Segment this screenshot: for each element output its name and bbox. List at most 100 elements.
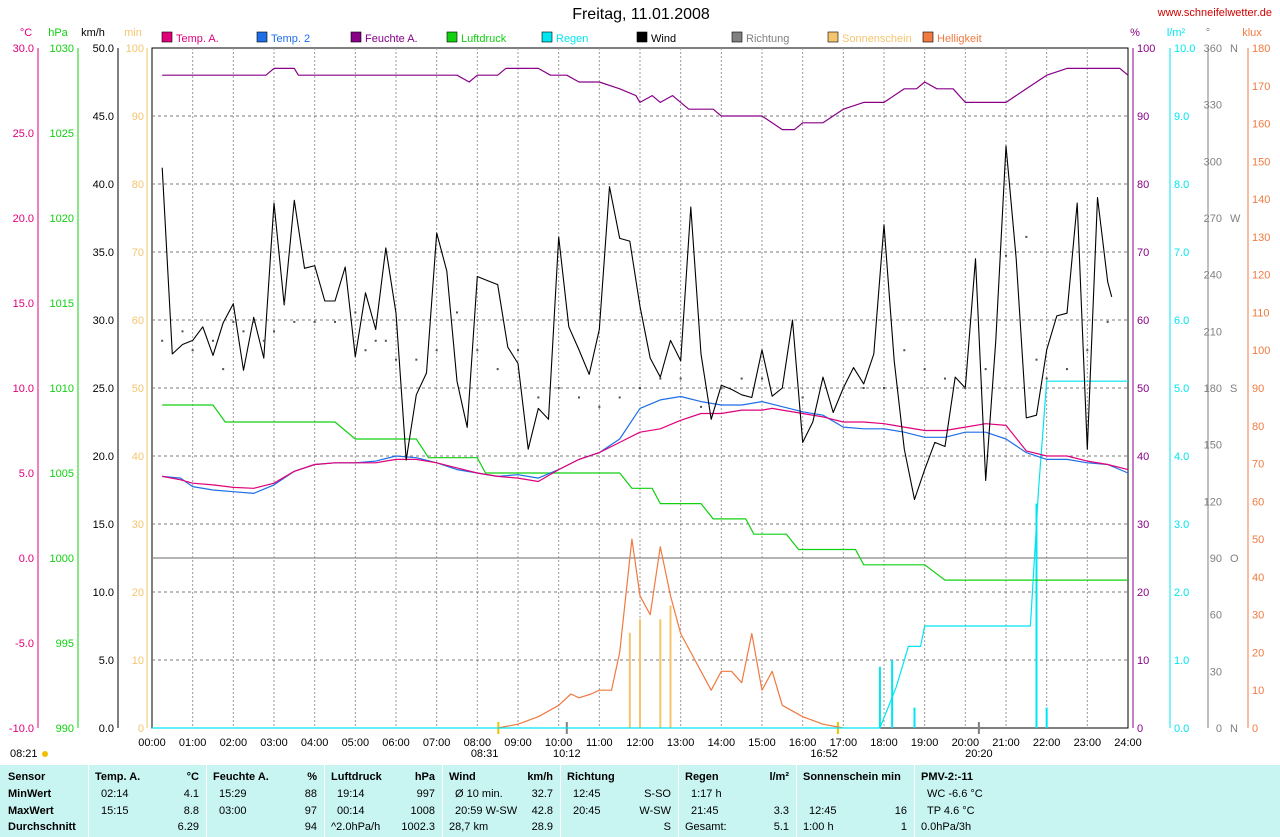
tick-label-degree: 270 — [1204, 213, 1222, 225]
tick-label-klux: 160 — [1252, 119, 1270, 131]
stats-column: Regen l/m² 1:17 h 21:45 3.3 Gesamt: 5.1 — [678, 765, 795, 837]
legend-swatch — [446, 31, 458, 43]
stats-min-time: Ø 10 min. — [455, 788, 503, 800]
temp-a-line — [162, 407, 1129, 489]
direction-point — [395, 358, 397, 361]
tick-label-kmh: 25.0 — [93, 383, 114, 395]
direction-point — [964, 387, 967, 389]
tick-label-hour: 05:00 — [342, 737, 370, 749]
tick-label-degree: 150 — [1204, 440, 1222, 452]
direction-point — [1086, 349, 1089, 352]
direction-point — [293, 320, 296, 323]
direction-point — [212, 339, 214, 342]
compass-label: O — [1230, 553, 1239, 565]
direction-point — [679, 377, 682, 380]
tick-label-min: 0 — [138, 723, 144, 735]
legend-label: Feuchte A. — [365, 33, 418, 45]
tick-label-hpa: 995 — [56, 638, 74, 650]
stats-max-value: 97 — [304, 805, 317, 817]
tick-label-min: 20 — [132, 587, 144, 599]
stats-max-value: 3.3 — [773, 805, 789, 817]
stats-column: Sonnenschein min 12:45 16 1:00 h 1 — [796, 765, 913, 837]
stats-column-title: Temp. A. — [95, 771, 141, 783]
tick-label-rain: 4.0 — [1174, 451, 1189, 463]
tick-label-degree: 330 — [1204, 100, 1222, 112]
tick-label-hour: 23:00 — [1074, 737, 1102, 749]
tick-label-rain: 5.0 — [1174, 383, 1189, 395]
direction-point — [923, 368, 926, 371]
tick-label-hpa: 1030 — [50, 43, 74, 55]
tick-label-hour: 19:00 — [911, 737, 939, 749]
direction-point — [476, 349, 479, 352]
compass-label: N — [1230, 43, 1238, 55]
feuchte-line — [162, 67, 1129, 131]
legend-label: Wind — [651, 33, 676, 45]
tick-label-rain: 9.0 — [1174, 111, 1189, 123]
tick-label-rain: 1.0 — [1174, 655, 1189, 667]
tick-label-hour: 00:00 — [138, 737, 166, 749]
direction-point — [435, 349, 438, 352]
unit-label-percent: % — [1130, 27, 1140, 39]
direction-point — [313, 320, 316, 323]
direction-point — [517, 349, 519, 352]
unit-label-hpa: hPa — [48, 27, 68, 39]
compass-label: N — [1230, 723, 1238, 735]
tick-label-min: 100 — [126, 43, 144, 55]
tick-label-degree: 60 — [1210, 610, 1222, 622]
direction-point — [1066, 368, 1068, 371]
tick-label-kmh: 5.0 — [99, 655, 114, 667]
stats-min-value: 4.1 — [183, 788, 199, 800]
unit-label-degree: ° — [1206, 27, 1210, 39]
stats-avg-value: 1002.3 — [401, 821, 435, 833]
direction-point — [984, 368, 987, 371]
direction-point — [903, 349, 906, 352]
legend-label: Temp. 2 — [271, 33, 310, 45]
stats-column-unit: hPa — [414, 771, 435, 783]
stats-min-value: 88 — [304, 788, 317, 800]
direction-point — [659, 377, 662, 380]
luftdruck-line — [162, 404, 1128, 581]
stats-column-unit: % — [307, 771, 317, 783]
stats-avg-value: 28.9 — [531, 821, 553, 833]
tick-label-hpa: 1020 — [50, 213, 74, 225]
tick-label-rain: 3.0 — [1174, 519, 1189, 531]
tick-label-hpa: 1010 — [50, 383, 74, 395]
tick-label-kmh: 35.0 — [93, 247, 114, 259]
tick-label-hour: 15:00 — [748, 737, 776, 749]
tick-label-klux: 100 — [1252, 345, 1270, 357]
tick-label-hour: 22:00 — [1033, 737, 1061, 749]
stats-min-time: 15:29 — [219, 788, 247, 800]
stats-max-time: 12:45 — [809, 805, 837, 817]
stats-row-label: Sensor — [8, 771, 46, 783]
stats-column: Feuchte A.% 15:29 88 03:00 97 94 — [206, 765, 323, 837]
direction-point — [364, 349, 367, 352]
stats-max-value: 42.8 — [531, 805, 553, 817]
stats-max-time: 03:00 — [219, 805, 247, 817]
direction-point — [354, 311, 357, 314]
unit-label-rain: l/m² — [1167, 27, 1186, 39]
noon-label: 10:12 — [553, 748, 581, 760]
tick-label-klux: 70 — [1252, 459, 1264, 471]
chart-title: Freitag, 11.01.2008 — [572, 6, 710, 23]
tick-label-hour: 24:00 — [1114, 737, 1142, 749]
website-link[interactable]: www.schneifelwetter.de — [1157, 7, 1272, 19]
tick-label-klux: 90 — [1252, 383, 1264, 395]
tick-label-hpa: 1015 — [50, 298, 74, 310]
sun-icon — [42, 751, 48, 757]
stats-avg-value: S — [663, 821, 671, 833]
stats-row-label: Durchschnitt — [8, 821, 76, 833]
direction-point — [740, 377, 743, 380]
tick-label-min: 60 — [132, 315, 144, 327]
tick-label-degree: 300 — [1204, 156, 1222, 168]
legend-label: Luftdruck — [461, 33, 507, 45]
tick-label-rain: 2.0 — [1174, 587, 1189, 599]
tick-label-hour: 07:00 — [423, 737, 451, 749]
stats-min-time: 02:14 — [101, 788, 129, 800]
direction-point — [1106, 320, 1109, 323]
stats-max-time: 15:15 — [101, 805, 129, 817]
stats-min-value: 32.7 — [531, 788, 553, 800]
tick-label-hour: 13:00 — [667, 737, 695, 749]
legend-label: Richtung — [746, 33, 789, 45]
stats-column-unit: l/m² — [769, 771, 789, 783]
tick-label-min: 30 — [132, 519, 144, 531]
